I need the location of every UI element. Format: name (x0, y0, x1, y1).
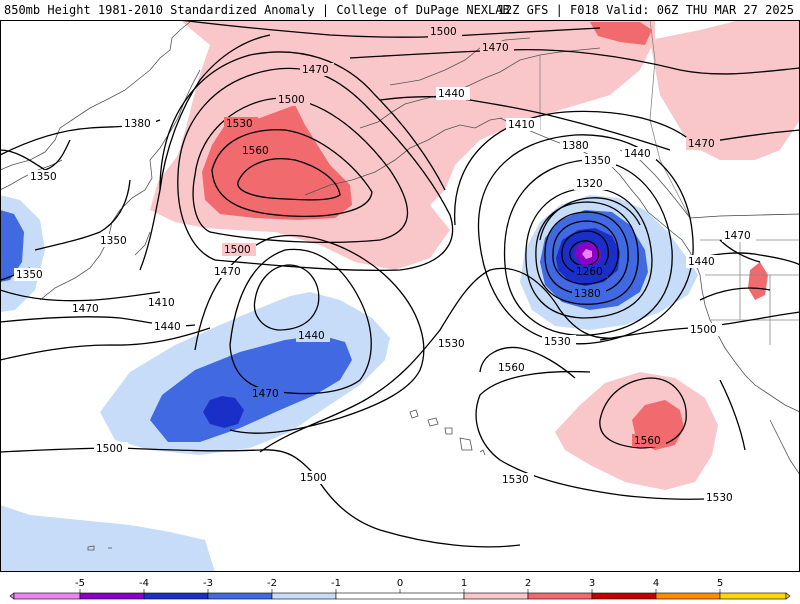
contour-label: 1380 (574, 288, 601, 300)
legend-bar: -5 -4 -3 -2 -1 0 1 2 3 4 5 (9, 578, 791, 600)
map-canvas: 1500 1470 1470 1380 1350 1350 1350 1500 … (0, 20, 800, 572)
legend-swatch (591, 592, 657, 600)
legend-tick-label: 1 (461, 578, 467, 589)
contour-label: 1500 (96, 443, 123, 455)
contour-label: 1470 (252, 388, 279, 400)
contour-1530-high (211, 129, 373, 217)
contour-1500-top (179, 20, 601, 38)
map-title: 850mb Height 1981-2010 Standardized Anom… (4, 3, 510, 17)
contour-label: 1440 (624, 148, 651, 160)
legend-tick-label: -4 (139, 578, 149, 589)
anomaly-pos2-top (590, 22, 652, 45)
anomaly-pos1-ne (650, 20, 800, 160)
contour-label: 1500 (278, 94, 305, 106)
contour-label: 1260 (576, 266, 603, 278)
contour-label: 1440 (298, 330, 325, 342)
contour-label: 1470 (72, 303, 99, 315)
contour-1470-top (349, 49, 800, 75)
contour-label: 1470 (482, 42, 509, 54)
legend-swatch (655, 592, 721, 600)
contour-1470-gulf (454, 110, 701, 226)
contour-1440-north (379, 95, 671, 151)
contour-label: 1410 (148, 297, 175, 309)
contour-label: 1380 (124, 118, 151, 130)
contour-label: 1500 (430, 26, 457, 38)
contour-1560-high (237, 158, 341, 201)
contour-labels: 1500 1470 1470 1380 1350 1350 1350 1500 … (14, 25, 756, 504)
header: 850mb Height 1981-2010 Standardized Anom… (0, 0, 800, 20)
legend-swatch (207, 592, 273, 600)
contour-label: 1440 (688, 256, 715, 268)
contour-label: 1530 (706, 492, 733, 504)
legend-tick-label: 0 (397, 578, 403, 589)
contour-label: 1350 (30, 171, 57, 183)
legend-swatch (719, 592, 787, 600)
legend-swatch (13, 592, 81, 600)
legend-tick-label: -3 (203, 578, 213, 589)
contour-label: 1560 (634, 435, 661, 447)
contour-label: 1500 (690, 324, 717, 336)
contour-1410-west (139, 34, 271, 271)
anomaly-neg1-southwest (0, 505, 215, 572)
contour-label: 1350 (100, 235, 127, 247)
legend-swatch (143, 592, 209, 600)
anomaly-map: 1500 1470 1470 1380 1350 1350 1350 1500 … (0, 20, 800, 572)
model-run-info: 12Z GFS | F018 Valid: 06Z THU MAR 27 202… (497, 3, 794, 17)
legend-tick-label: 5 (717, 578, 723, 589)
legend-tick-label: 4 (653, 578, 659, 589)
contour-label: 1410 (508, 119, 535, 131)
anomaly-neg3-central (203, 396, 244, 428)
contour-label: 1470 (302, 64, 329, 76)
contour-label: 1500 (224, 244, 251, 256)
contour-label: 1500 (300, 472, 327, 484)
contour-label: 1470 (214, 266, 241, 278)
anomaly-pos2-pnw-land (748, 262, 768, 300)
legend-swatch (79, 592, 145, 600)
contour-label: 1440 (154, 321, 181, 333)
color-legend: -5 -4 -3 -2 -1 0 1 2 3 4 5 (0, 572, 800, 600)
legend-ticks: -5 -4 -3 -2 -1 0 1 2 3 4 5 (75, 578, 723, 593)
contour-label: 1530 (438, 338, 465, 350)
contour-1260-low (569, 240, 600, 267)
contour-1350-w (34, 179, 131, 251)
contour-label: 1560 (498, 362, 525, 374)
contour-1470-nw-arc (177, 67, 454, 271)
legend-tick-label: 3 (589, 578, 595, 589)
contour-label: 1440 (438, 88, 465, 100)
contour-label: 1470 (724, 230, 751, 242)
contour-label: 1350 (16, 269, 43, 281)
legend-swatch (335, 592, 465, 600)
contour-label: 1380 (562, 140, 589, 152)
contour-label: 1530 (502, 474, 529, 486)
contour-label: 1350 (584, 155, 611, 167)
contour-1440-low (253, 264, 320, 331)
contour-1440-west-arc (159, 51, 446, 191)
legend-tick-label: -2 (267, 578, 277, 589)
contour-label: 1530 (226, 118, 253, 130)
contour-1530-central (259, 267, 616, 453)
contour-1500-high (192, 97, 408, 243)
legend-swatch (463, 592, 529, 600)
contour-label: 1560 (242, 145, 269, 157)
contour-label: 1470 (688, 138, 715, 150)
contour-label: 1530 (544, 336, 571, 348)
legend-tick-label: 2 (525, 578, 531, 589)
contour-1380-low (525, 187, 653, 319)
contour-label: 1320 (576, 178, 603, 190)
legend-swatch (271, 592, 337, 600)
contour-1410-low (503, 159, 673, 336)
anomaly-neg2-west (0, 210, 24, 282)
legend-swatch (527, 592, 593, 600)
contour-1560-central (479, 346, 576, 379)
legend-tick-label: -1 (331, 578, 341, 589)
contour-1320-low (539, 197, 641, 241)
contour-1560-se (599, 377, 687, 449)
legend-tick-label: -5 (75, 578, 85, 589)
anomaly-neg5-gulf-low (582, 249, 592, 259)
contour-1530-se (475, 370, 721, 500)
